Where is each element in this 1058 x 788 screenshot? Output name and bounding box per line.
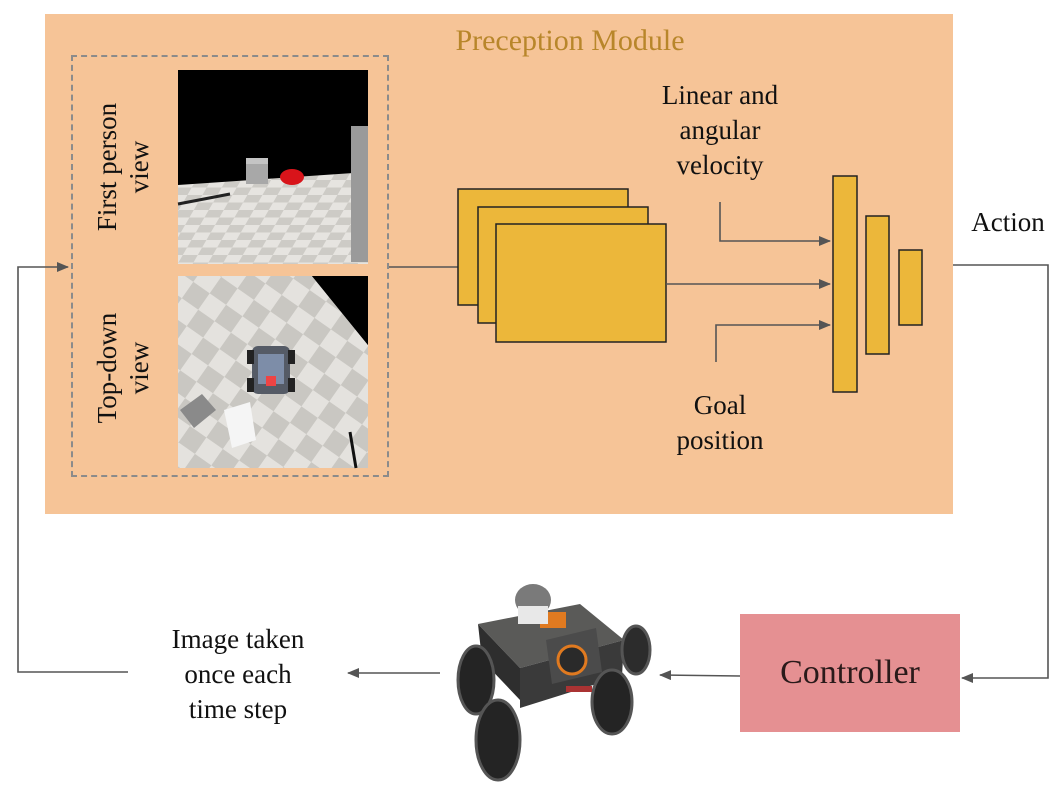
module-title: Preception Module xyxy=(455,24,685,57)
feature-map-3 xyxy=(495,223,667,343)
velocity-arrow xyxy=(719,202,831,246)
feedback-loop-arrow xyxy=(17,262,128,673)
fc-layer-1 xyxy=(832,175,858,393)
top-down-image xyxy=(178,276,368,469)
first-person-image xyxy=(177,70,368,264)
views-container xyxy=(71,55,389,477)
action-arrow xyxy=(953,264,1049,683)
action-label: Action xyxy=(971,207,1045,237)
image-caption: Image taken once each time step xyxy=(171,624,305,724)
controller-label: Controller xyxy=(780,654,920,691)
fc-layer-2 xyxy=(865,215,890,355)
velocity-input-label: Linear and angular velocity xyxy=(661,80,779,180)
feature-map-stack xyxy=(457,188,667,343)
controller-to-robot-arrow xyxy=(659,670,741,681)
goal-arrow xyxy=(715,320,831,362)
fc-layer-3 xyxy=(898,249,923,326)
fully-connected-layers xyxy=(832,175,923,393)
robot-image xyxy=(456,584,652,782)
controller-box: Controller xyxy=(740,614,960,732)
goal-input-label: Goal position xyxy=(676,390,764,455)
